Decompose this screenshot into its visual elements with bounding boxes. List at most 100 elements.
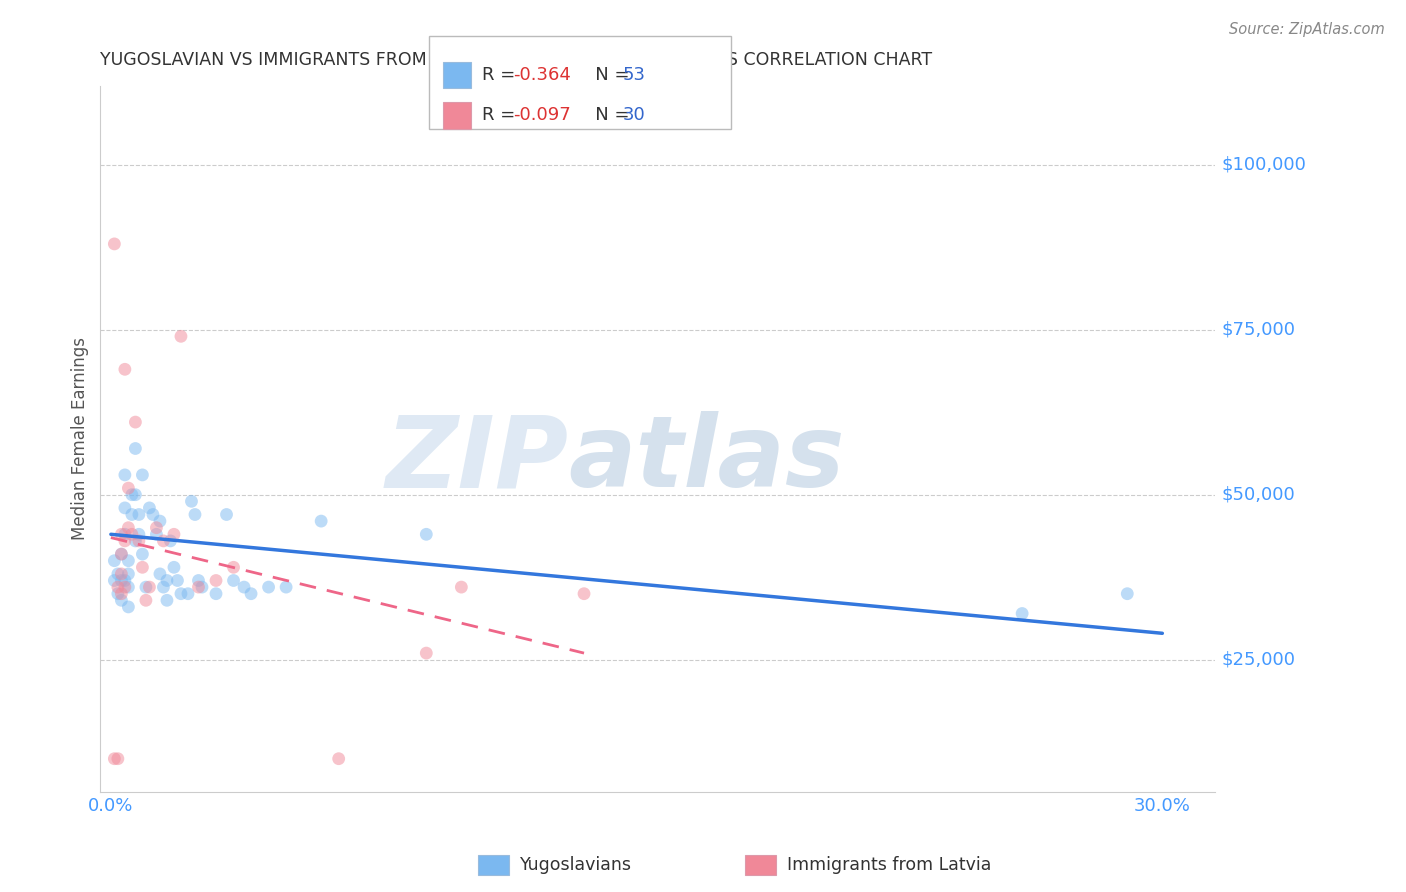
Point [124, 442, 146, 456]
Text: atlas: atlas [568, 411, 845, 508]
Point [117, 521, 139, 535]
Point [117, 566, 139, 581]
Point [110, 527, 132, 541]
Point [107, 587, 129, 601]
Text: N =: N = [578, 66, 636, 84]
Point [117, 580, 139, 594]
Point [131, 560, 153, 574]
Point [121, 508, 143, 522]
Point [1011, 607, 1033, 621]
Point [149, 566, 172, 581]
Point [117, 481, 139, 495]
Point [110, 547, 132, 561]
Text: $50,000: $50,000 [1222, 486, 1296, 504]
Point [110, 574, 132, 588]
Point [170, 329, 193, 343]
Point [110, 547, 132, 561]
Point [152, 533, 174, 548]
Point [114, 467, 136, 482]
Point [415, 527, 437, 541]
Text: $25,000: $25,000 [1222, 650, 1296, 669]
Point [184, 508, 207, 522]
Point [142, 508, 165, 522]
Point [128, 508, 150, 522]
Point [163, 560, 186, 574]
Point [114, 527, 136, 541]
Y-axis label: Median Female Earnings: Median Female Earnings [72, 337, 89, 541]
Text: 53: 53 [623, 66, 645, 84]
Point [103, 554, 125, 568]
Point [103, 574, 125, 588]
Text: Yugoslavians: Yugoslavians [520, 856, 633, 874]
Point [128, 527, 150, 541]
Point [215, 508, 238, 522]
Point [124, 488, 146, 502]
Point [187, 574, 209, 588]
Point [114, 580, 136, 594]
Point [145, 521, 167, 535]
Point [110, 587, 132, 601]
Point [110, 566, 132, 581]
Point [1116, 587, 1139, 601]
Point [191, 580, 214, 594]
Point [128, 533, 150, 548]
Point [138, 580, 160, 594]
Point [131, 467, 153, 482]
Point [110, 593, 132, 607]
Point [156, 574, 179, 588]
Point [138, 500, 160, 515]
Point [187, 580, 209, 594]
Point [117, 599, 139, 614]
Point [180, 494, 202, 508]
Text: ZIP: ZIP [385, 411, 568, 508]
Point [114, 500, 136, 515]
Point [328, 752, 350, 766]
Point [149, 514, 172, 528]
Point [159, 533, 181, 548]
Point [163, 527, 186, 541]
Point [107, 580, 129, 594]
Point [156, 593, 179, 607]
Text: Source: ZipAtlas.com: Source: ZipAtlas.com [1229, 22, 1385, 37]
Point [205, 574, 228, 588]
Text: -0.097: -0.097 [513, 106, 571, 124]
Point [117, 554, 139, 568]
Point [222, 560, 245, 574]
Point [124, 415, 146, 429]
Text: -0.364: -0.364 [513, 66, 571, 84]
Point [114, 533, 136, 548]
Point [240, 587, 263, 601]
Point [205, 587, 228, 601]
Point [177, 587, 200, 601]
Point [135, 580, 157, 594]
Text: 30: 30 [623, 106, 645, 124]
Point [166, 574, 188, 588]
Point [152, 580, 174, 594]
Point [274, 580, 297, 594]
Text: $75,000: $75,000 [1222, 321, 1296, 339]
Point [233, 580, 256, 594]
Point [107, 752, 129, 766]
Point [572, 587, 595, 601]
Text: $100,000: $100,000 [1222, 156, 1306, 174]
Point [222, 574, 245, 588]
Point [415, 646, 437, 660]
Text: Immigrants from Latvia: Immigrants from Latvia [787, 856, 991, 874]
Text: YUGOSLAVIAN VS IMMIGRANTS FROM LATVIA MEDIAN FEMALE EARNINGS CORRELATION CHART: YUGOSLAVIAN VS IMMIGRANTS FROM LATVIA ME… [100, 51, 932, 69]
Point [107, 566, 129, 581]
Point [450, 580, 472, 594]
Point [257, 580, 280, 594]
Point [170, 587, 193, 601]
Point [124, 533, 146, 548]
Point [145, 527, 167, 541]
Point [114, 362, 136, 376]
Point [309, 514, 332, 528]
Point [114, 574, 136, 588]
Text: R =: R = [482, 66, 522, 84]
Text: R =: R = [482, 106, 522, 124]
Point [121, 488, 143, 502]
Point [103, 752, 125, 766]
Point [121, 527, 143, 541]
Point [131, 547, 153, 561]
Point [135, 593, 157, 607]
